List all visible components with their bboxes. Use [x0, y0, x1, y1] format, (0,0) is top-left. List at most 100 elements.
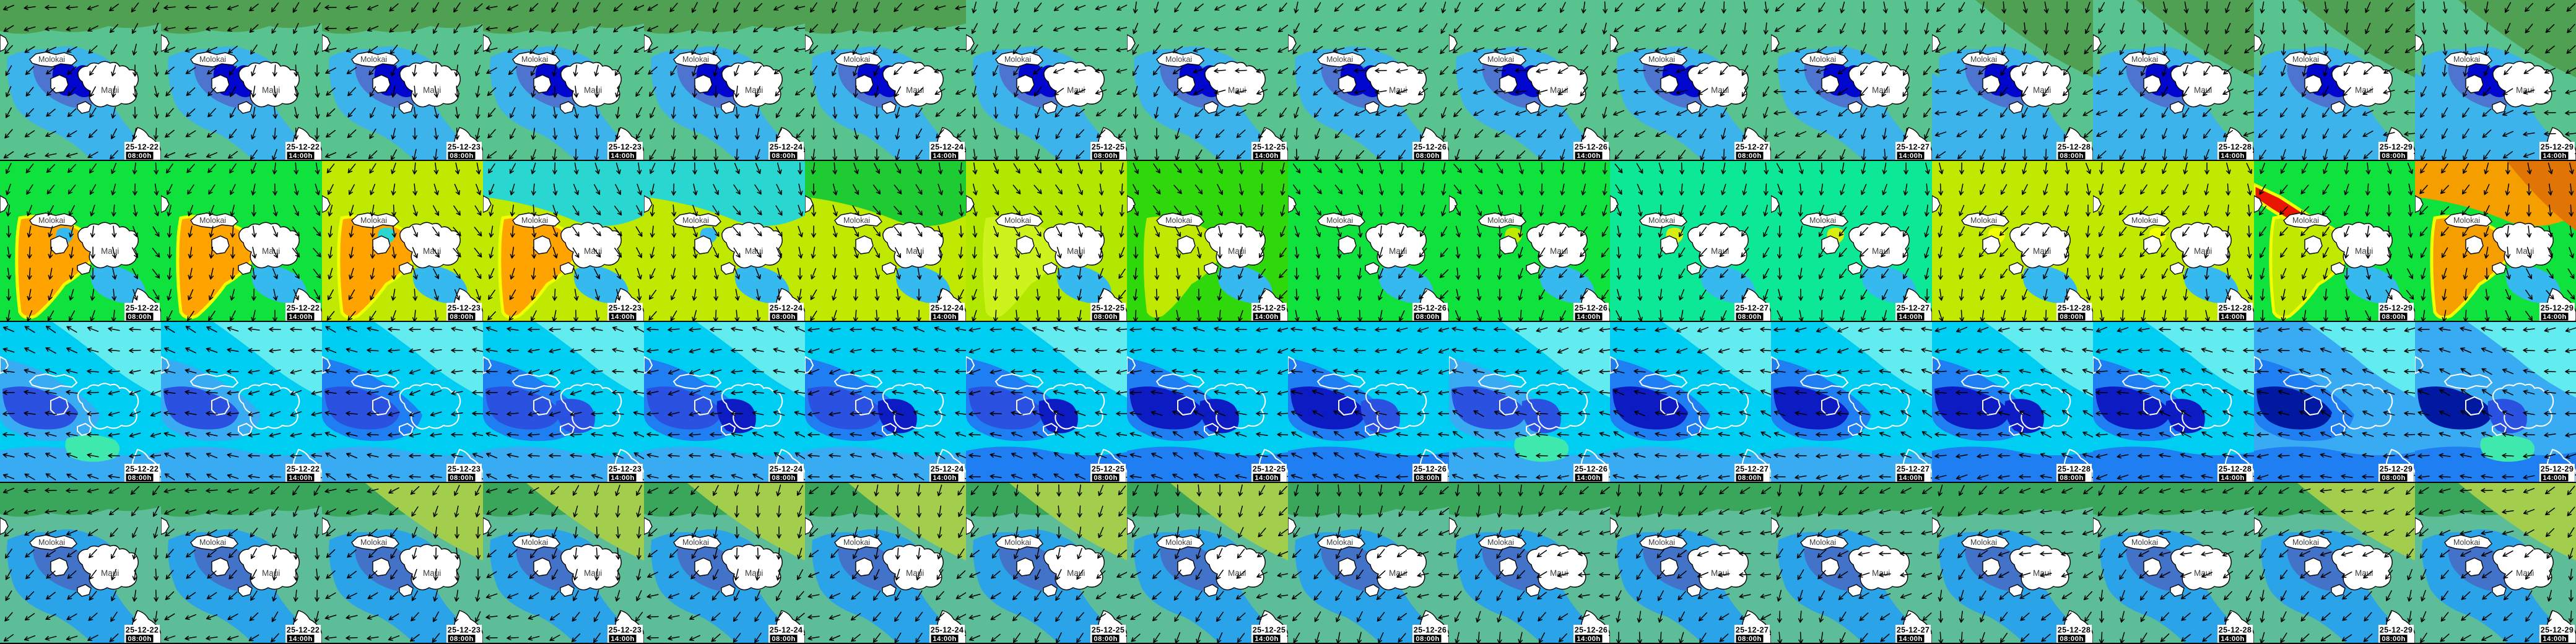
- map-tile[interactable]: Molokai Maui 25-12-24 14:00h: [805, 0, 966, 161]
- field-se: [90, 266, 146, 303]
- map-tile[interactable]: Molokai Maui 25-12-25 08:00h: [966, 161, 1127, 322]
- map-tile[interactable]: Molokai Maui 25-12-26 08:00h: [1288, 161, 1449, 322]
- map-tile[interactable]: 25-12-23 08:00h: [322, 322, 483, 483]
- map-tile[interactable]: Molokai Maui 25-12-25 08:00h: [966, 0, 1127, 161]
- tile-bottom-border: [0, 160, 161, 161]
- map-tile[interactable]: Molokai Maui 25-12-28 08:00h: [1932, 483, 2093, 644]
- island-label-molokai: Molokai: [2453, 55, 2480, 64]
- map-tile[interactable]: 25-12-23 14:00h: [483, 322, 644, 483]
- map-tile[interactable]: 25-12-28 14:00h: [2093, 322, 2254, 483]
- island-oahu-sliver: [0, 517, 9, 535]
- map-tile[interactable]: Molokai Maui 25-12-26 08:00h: [1288, 483, 1449, 644]
- wind-arrows: [1133, 162, 1288, 322]
- map-tile[interactable]: Molokai Maui 25-12-25 08:00h: [966, 483, 1127, 644]
- map-tile[interactable]: Molokai Maui 25-12-29 14:00h: [2415, 483, 2576, 644]
- island-label-molokai: Molokai: [1165, 538, 1192, 547]
- map-tile[interactable]: 25-12-25 08:00h: [966, 322, 1127, 483]
- island-lanai: [2465, 396, 2484, 416]
- timestamp-time: 14:00h: [611, 313, 635, 321]
- map-tile[interactable]: Molokai Maui 25-12-24 08:00h: [644, 483, 805, 644]
- map-tile[interactable]: Molokai Maui 25-12-28 08:00h: [1932, 161, 2093, 322]
- map-tile[interactable]: Molokai Maui 25-12-28 14:00h: [2093, 161, 2254, 322]
- island-maui: [1043, 383, 1105, 430]
- map-tile[interactable]: Molokai Maui 25-12-26 14:00h: [1449, 161, 1610, 322]
- timestamp-time-box: [2219, 474, 2247, 482]
- map-tile[interactable]: Molokai Maui 25-12-28 14:00h: [2093, 483, 2254, 644]
- map-tile[interactable]: Molokai Maui 25-12-28 08:00h: [1932, 0, 2093, 161]
- map-tile[interactable]: Molokai Maui 25-12-27 14:00h: [1771, 161, 1932, 322]
- island-label-maui: Maui: [1872, 85, 1890, 95]
- map-tile[interactable]: Molokai Maui 25-12-29 08:00h: [2254, 0, 2415, 161]
- map-tile[interactable]: Molokai Maui 25-12-24 14:00h: [805, 483, 966, 644]
- map-tile[interactable]: 25-12-29 08:00h: [2254, 322, 2415, 483]
- island-molokai: [834, 534, 882, 550]
- map-tile[interactable]: 25-12-22 14:00h: [161, 322, 322, 483]
- map-tile[interactable]: Molokai Maui 25-12-29 14:00h: [2415, 0, 2576, 161]
- map-tile[interactable]: Molokai Maui 25-12-22 14:00h: [161, 483, 322, 644]
- island-molokai: [351, 212, 399, 228]
- map-tile[interactable]: 25-12-29 14:00h: [2415, 322, 2576, 483]
- map-tile[interactable]: Molokai Maui 25-12-22 08:00h: [0, 483, 161, 644]
- map-tile[interactable]: Molokai Maui 25-12-26 08:00h: [1288, 0, 1449, 161]
- timestamp-time: 08:00h: [2382, 313, 2406, 321]
- island-maui: [2170, 383, 2232, 430]
- timestamp-time: 08:00h: [1094, 313, 1118, 321]
- field-se: [251, 266, 307, 303]
- island-label-maui: Maui: [1389, 246, 1407, 256]
- timestamp-time-box: [1414, 313, 1442, 321]
- map-tile[interactable]: Molokai Maui 25-12-23 08:00h: [322, 0, 483, 161]
- map-tile[interactable]: Molokai Maui 25-12-24 14:00h: [805, 161, 966, 322]
- map-tile[interactable]: Molokai Maui 25-12-25 14:00h: [1127, 161, 1288, 322]
- map-tile[interactable]: Molokai Maui 25-12-23 14:00h: [483, 483, 644, 644]
- map-tile[interactable]: Molokai Maui 25-12-26 14:00h: [1449, 0, 1610, 161]
- wind-arrows: [2418, 485, 2575, 644]
- map-tile[interactable]: Molokai Maui 25-12-24 08:00h: [644, 0, 805, 161]
- timestamp-time-box: [2058, 635, 2086, 643]
- map-tile[interactable]: Molokai Maui 25-12-27 14:00h: [1771, 0, 1932, 161]
- map-tile[interactable]: Molokai Maui 25-12-27 08:00h: [1610, 0, 1771, 161]
- map-tile[interactable]: Molokai Maui 25-12-22 08:00h: [0, 0, 161, 161]
- map-tile[interactable]: Molokai Maui 25-12-25 14:00h: [1127, 483, 1288, 644]
- map-tile[interactable]: Molokai Maui 25-12-29 08:00h: [2254, 161, 2415, 322]
- map-tile[interactable]: Molokai Maui 25-12-22 08:00h: [0, 161, 161, 322]
- timestamp-time: 14:00h: [2543, 474, 2567, 482]
- map-tile[interactable]: Molokai Maui 25-12-23 14:00h: [483, 0, 644, 161]
- map-tile[interactable]: Molokai Maui 25-12-26 14:00h: [1449, 483, 1610, 644]
- map-tile[interactable]: Molokai Maui 25-12-22 14:00h: [161, 0, 322, 161]
- map-tile[interactable]: Molokai Maui 25-12-29 14:00h: [2415, 161, 2576, 322]
- map-tile[interactable]: 25-12-27 08:00h: [1610, 322, 1771, 483]
- island-molokai: [1639, 534, 1687, 550]
- map-tile[interactable]: Molokai Maui 25-12-23 14:00h: [483, 161, 644, 322]
- island-kahoolawe: [399, 422, 414, 437]
- island-oahu-sliver: [805, 355, 814, 375]
- map-tile[interactable]: Molokai Maui 25-12-27 08:00h: [1610, 161, 1771, 322]
- map-tile[interactable]: 25-12-27 14:00h: [1771, 322, 1932, 483]
- map-tile[interactable]: 25-12-26 08:00h: [1288, 322, 1449, 483]
- map-tile[interactable]: Molokai Maui 25-12-23 08:00h: [322, 161, 483, 322]
- island-label-molokai: Molokai: [843, 538, 870, 547]
- map-tile[interactable]: 25-12-22 08:00h: [0, 322, 161, 483]
- map-tile[interactable]: 25-12-26 14:00h: [1449, 322, 1610, 483]
- island-molokai: [1317, 51, 1365, 67]
- map-tile[interactable]: Molokai Maui 25-12-27 14:00h: [1771, 483, 1932, 644]
- field-pale: [375, 322, 483, 398]
- wind-arrows: [324, 326, 483, 481]
- island-kahoolawe: [1848, 584, 1863, 597]
- tile-bottom-border: [2415, 482, 2576, 483]
- map-tile[interactable]: Molokai Maui 25-12-29 08:00h: [2254, 483, 2415, 644]
- map-tile[interactable]: Molokai Maui 25-12-23 08:00h: [322, 483, 483, 644]
- map-tile[interactable]: 25-12-24 08:00h: [644, 322, 805, 483]
- map-tile[interactable]: Molokai Maui 25-12-27 08:00h: [1610, 483, 1771, 644]
- map-tile[interactable]: 25-12-25 14:00h: [1127, 322, 1288, 483]
- map-tile[interactable]: Molokai Maui 25-12-24 08:00h: [644, 161, 805, 322]
- map-tile[interactable]: 25-12-28 08:00h: [1932, 322, 2093, 483]
- map-tile[interactable]: Molokai Maui 25-12-25 14:00h: [1127, 0, 1288, 161]
- map-tile[interactable]: 25-12-24 14:00h: [805, 322, 966, 483]
- map-tile[interactable]: Molokai Maui 25-12-22 14:00h: [161, 161, 322, 322]
- timestamp-time-box: [1897, 474, 1925, 482]
- map-tile[interactable]: Molokai Maui 25-12-28 14:00h: [2093, 0, 2254, 161]
